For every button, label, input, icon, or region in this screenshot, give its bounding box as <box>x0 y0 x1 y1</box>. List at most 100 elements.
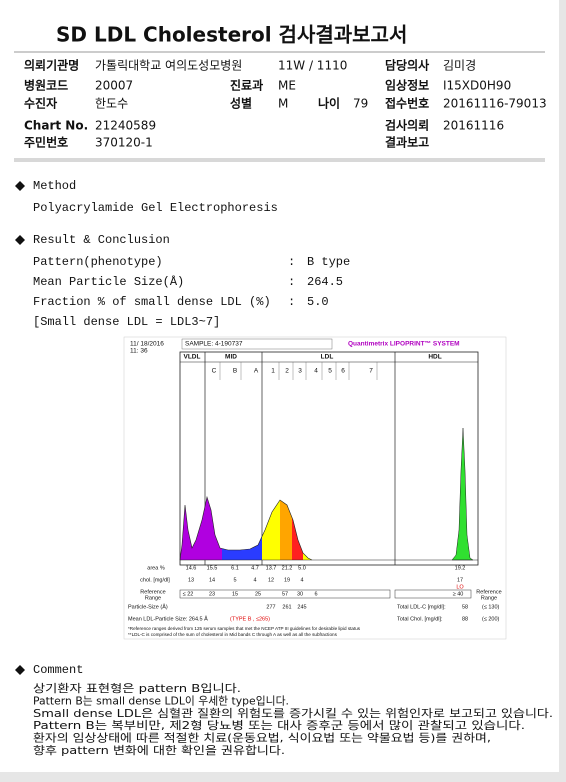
chol-value: 17 <box>457 577 463 583</box>
result-label: Mean Particle Size(Å) <box>33 274 184 289</box>
separator: : <box>288 295 295 309</box>
title: SD LDL Cholesterol 검사결과보고서 <box>56 23 407 47</box>
total-label: Total Chol. [mg/dl]: <box>397 616 443 622</box>
field-value: 가톨릭대학교 여의도성모병원 <box>95 59 242 73</box>
field-label: 접수번호 <box>385 96 429 111</box>
area-value: 19.2 <box>455 565 466 571</box>
total-ref: (≤ 130) <box>482 604 500 610</box>
band-label: 4 <box>314 368 318 375</box>
comment-line: Pattern B는 small dense LDL이 우세한 type입니다. <box>33 694 289 707</box>
field-value: 20161116-79013 <box>443 97 547 111</box>
type-note: (TYPE B , ≤265) <box>230 616 270 622</box>
field-label: Chart No. <box>24 119 88 133</box>
class-label: HDL <box>428 354 441 361</box>
field-label: 진료과 <box>230 78 263 93</box>
result-value: B type <box>307 255 350 269</box>
field-value: I15XD0H90 <box>443 79 511 93</box>
bullet <box>15 181 25 191</box>
field-value: M <box>278 97 288 111</box>
band-label: 3 <box>298 368 302 375</box>
ward: 11W / 1110 <box>278 59 347 73</box>
page-edge <box>0 772 566 782</box>
trace-fill <box>222 536 262 560</box>
electrophoregram: 11/ 18/201611: 36 SAMPLE: 4-190737 Quantim… <box>123 336 507 640</box>
band-label: B <box>233 368 237 375</box>
ref-value: 25 <box>255 591 261 597</box>
bullet <box>15 235 25 245</box>
section-heading: Method <box>33 179 76 193</box>
area-value: 14.6 <box>186 565 197 571</box>
chart-time: 11: 36 <box>130 348 148 355</box>
class-label: LDL <box>321 354 334 361</box>
ref-value: 23 <box>209 591 215 597</box>
comment-line: 상기환자 표현형은 pattern B입니다. <box>33 682 241 695</box>
trace-fill <box>280 500 292 560</box>
field-value: 한도수 <box>95 97 128 111</box>
total-ref: (≤ 200) <box>482 616 500 622</box>
trace-fill <box>303 553 312 560</box>
plot-box <box>179 351 479 566</box>
chart-frame <box>123 336 507 640</box>
field-value: 20161116 <box>443 119 504 133</box>
field-value: 21240589 <box>95 119 156 133</box>
ref-value: ≥ 40 <box>453 591 464 597</box>
page-edge <box>559 0 566 782</box>
band-label: 7 <box>369 368 373 375</box>
separator: : <box>288 275 295 289</box>
row-label: area % <box>147 565 165 571</box>
size-value: 245 <box>297 604 306 610</box>
size-value: 277 <box>266 604 275 610</box>
band-label: C <box>212 368 217 375</box>
sample-box <box>181 338 333 350</box>
separator: : <box>288 255 295 269</box>
result-label: Fraction % of small dense LDL (%) <box>33 295 271 309</box>
total-value: 88 <box>462 616 468 622</box>
footnote: *Reference ranges derived from 125 serum… <box>128 626 361 631</box>
comment-line: 향후 pattern 변화에 대한 확인을 권유합니다. <box>33 744 285 757</box>
area-value: 13.7 <box>266 565 277 571</box>
chol-value: 19 <box>284 577 290 583</box>
method-text: Polyacrylamide Gel Electrophoresis <box>33 201 278 215</box>
row-label: Particle-Size (Å) <box>128 603 168 610</box>
chart-date: 11/ 18/2016 <box>130 341 164 348</box>
class-label: MID <box>225 354 237 361</box>
chol-value: 4 <box>300 577 303 583</box>
area-value: 5.0 <box>298 565 306 571</box>
result-value: 5.0 <box>307 295 329 309</box>
field-label: 나이 <box>318 96 340 111</box>
comment-line: 환자의 임상상태에 따른 적절한 치료(운동요법, 식이요법 또는 약물요법 등… <box>33 731 491 745</box>
area-value: 4.7 <box>251 565 259 571</box>
system-name: Quantimetrix LIPOPRINT™ SYSTEM <box>348 341 460 348</box>
chol-value: 4 <box>253 577 256 583</box>
chol-flag: LO <box>456 584 464 590</box>
area-value: 21.2 <box>282 565 293 571</box>
trace-fill <box>180 497 222 560</box>
comment-line: Small dense LDL은 심혈관 질환의 위험도를 증가시킬 수 있는 … <box>33 706 553 720</box>
section-heading: Comment <box>33 663 83 677</box>
band-label: 1 <box>271 368 275 375</box>
ref-box <box>394 589 472 599</box>
field-value: ME <box>278 79 296 93</box>
row-label: Range <box>481 595 497 601</box>
row-label: chol. [mg/dl] <box>140 577 170 583</box>
band-label: 6 <box>341 368 345 375</box>
result-value: 264.5 <box>307 275 343 289</box>
area-value: 6.1 <box>231 565 239 571</box>
field-label: 주민번호 <box>24 135 68 150</box>
hdl-peak <box>451 427 474 561</box>
ref-box <box>179 589 391 599</box>
ref-value: 57 <box>282 591 288 597</box>
field-label: 검사의뢰 <box>385 118 429 133</box>
chol-value: 13 <box>188 577 194 583</box>
total-value: 58 <box>462 604 468 610</box>
section-heading: Result & Conclusion <box>33 233 170 247</box>
ref-value: 15 <box>232 591 238 597</box>
field-value: 김미경 <box>443 59 476 73</box>
field-label: 병원코드 <box>24 78 68 93</box>
band-label: A <box>254 368 259 375</box>
mean-size: Mean LDL-Particle Size: 264.5 Å <box>128 615 208 622</box>
area-value: 15.5 <box>207 565 218 571</box>
chol-value: 14 <box>209 577 215 583</box>
band-label: 2 <box>285 368 289 375</box>
field-label: 수진자 <box>24 96 57 111</box>
